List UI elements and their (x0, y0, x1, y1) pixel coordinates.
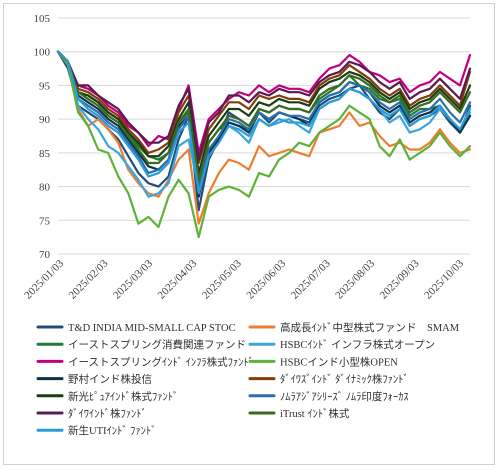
y-tick-label: 70 (39, 249, 51, 261)
y-tick-label: 85 (39, 148, 51, 160)
series-line-6 (56, 50, 472, 239)
series-line-8 (56, 50, 472, 165)
series-line-11 (56, 50, 472, 161)
y-tick-label: 90 (39, 114, 51, 126)
legend-entry-label: iTrust ｲﾝﾄﾞ株式 (280, 407, 350, 420)
x-tick-label: 2025/03/03 (111, 257, 155, 301)
x-tick-label: 2025/08/03 (333, 257, 377, 301)
x-tick-label: 2025/04/03 (155, 257, 199, 301)
series-line-13 (56, 50, 472, 195)
legend-entry-label: HSBCｲﾝﾄﾞ インフラ株式オープン (280, 338, 435, 351)
series-line-5 (56, 50, 472, 154)
legend-entry-label: ﾀﾞｲﾜｲﾝﾄﾞ株ﾌｧﾝﾄﾞ (68, 407, 147, 420)
legend-entry-label: 高成長ｲﾝﾄﾞ中型株式ファンド SMAM (280, 321, 460, 334)
y-axis-ticks: 70 75 80 85 90 95 100 105 (34, 13, 51, 261)
series-line-10 (56, 50, 472, 191)
legend: T&D INDIA MID-SMALL CAP STOC 高成長ｲﾝﾄﾞ中型株式フ… (36, 321, 460, 437)
series-line-9 (56, 50, 472, 175)
series-line-12 (56, 50, 472, 181)
y-tick-label: 100 (34, 47, 51, 59)
x-tick-label: 2025/06/03 (244, 257, 288, 301)
legend-entry-label: 新光ﾋﾟｭｱｲﾝﾄﾞ株式ﾌｧﾝﾄﾞ (68, 390, 178, 403)
series-lines (56, 50, 472, 239)
legend-entry-label: イーストスプリング消費関連ファンド (68, 338, 246, 351)
y-tick-label: 80 (39, 182, 51, 194)
chart-frame: 70 75 80 85 90 95 100 105 2025/01/03 2025/02/03 2… (3, 3, 495, 465)
x-tick-label: 2025/01/03 (22, 257, 66, 301)
y-tick-label: 95 (39, 80, 51, 92)
legend-entry-label: ﾀﾞｲﾜｽﾞｲﾝﾄﾞ ﾀﾞｲﾅﾐｯｸ株ﾌｧﾝﾄﾞ (280, 373, 409, 386)
x-axis-ticks: 2025/01/03 2025/02/03 2025/03/03 2025/04/03… (22, 257, 466, 301)
x-tick-label: 2025/07/03 (289, 257, 333, 301)
legend-entry-label: ﾉﾑﾗｱｼﾞｱｼﾘｰｽﾞ ﾉﾑﾗ印度ﾌｫｰｶｽ (280, 390, 409, 403)
x-tick-label: 2025/02/03 (67, 257, 111, 301)
legend-entry-label: HSBCインド小型株OPEN (280, 355, 398, 368)
x-tick-label: 2025/09/03 (378, 257, 422, 301)
y-tick-label: 105 (34, 13, 51, 25)
x-tick-label: 2025/05/03 (200, 257, 244, 301)
legend-entry-label: T&D INDIA MID-SMALL CAP STOC (68, 323, 236, 334)
legend-entry-label: イーストスプリングｲﾝﾄﾞ ｲﾝﾌﾗ株式ﾌｧﾝﾄﾞ (68, 355, 254, 368)
legend-entry-label: 野村インド株投信 (68, 373, 152, 386)
y-tick-label: 75 (39, 215, 51, 227)
legend-entry-label: 新生UTIｲﾝﾄﾞ ﾌｧﾝﾄﾞ (68, 424, 156, 437)
x-tick-label: 2025/10/03 (422, 257, 466, 301)
series-line-2 (56, 50, 472, 225)
